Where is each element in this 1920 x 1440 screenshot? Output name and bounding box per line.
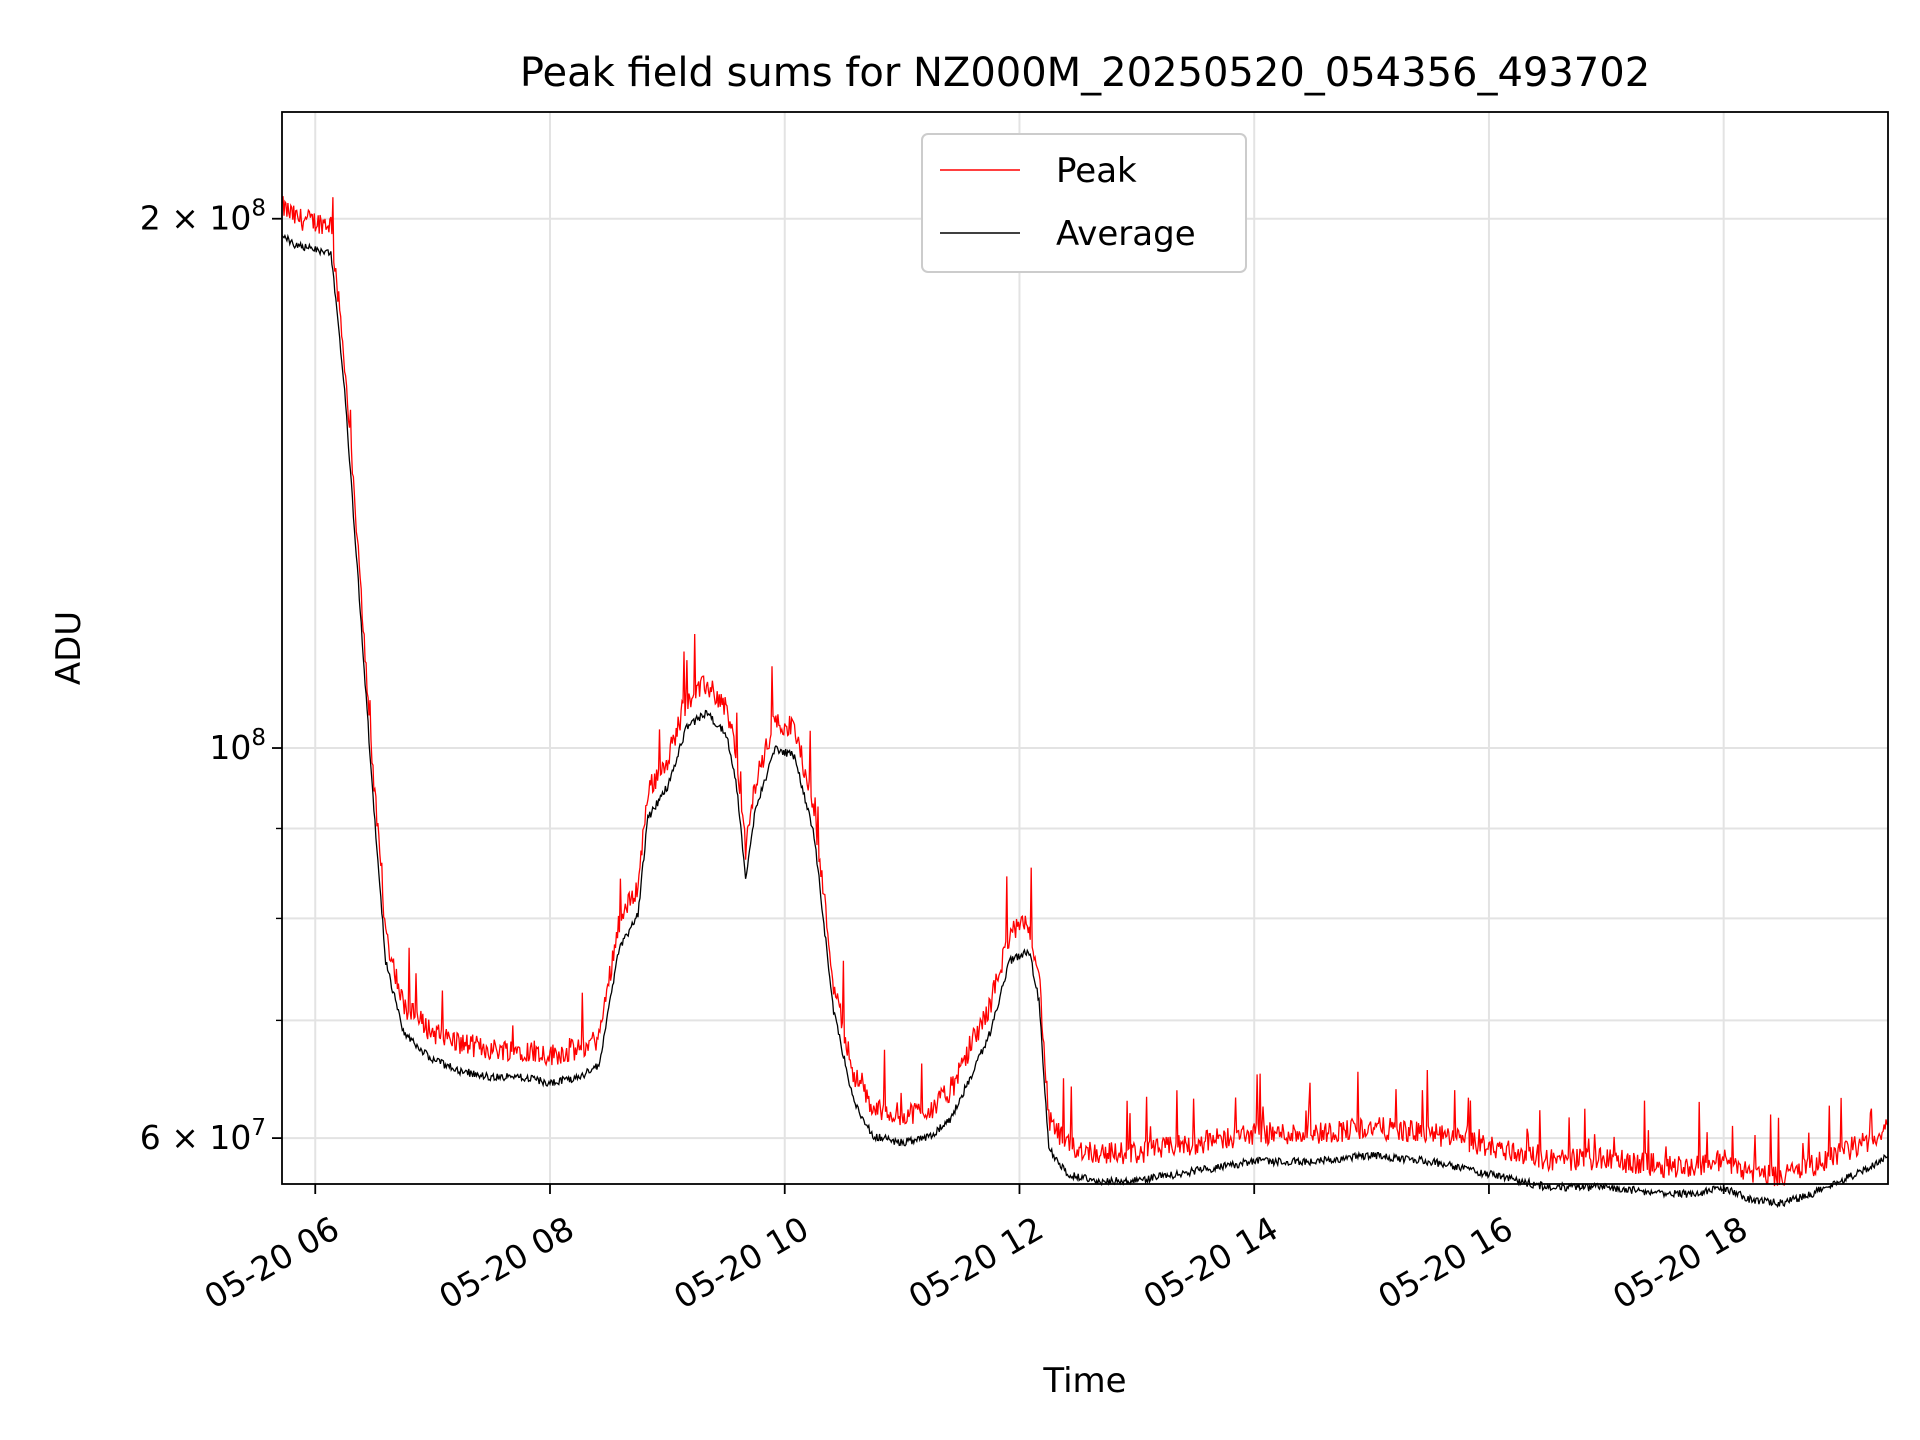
chart-title: Peak field sums for NZ000M_20250520_0543… — [520, 50, 1650, 96]
y-tick-label: 6 × 107 — [140, 1115, 266, 1157]
y-tick-label: 2 × 108 — [140, 196, 266, 238]
axes-frame — [281, 111, 1889, 1185]
legend-box — [921, 133, 1247, 273]
series-line-average — [281, 233, 1889, 1209]
y-tick-label: 108 — [209, 725, 266, 767]
legend: Peak Average — [921, 133, 1247, 273]
grid — [282, 112, 1888, 1184]
y-axis-ticks: 2 × 108 108 6 × 107 — [140, 196, 282, 1157]
legend-label: Average — [1056, 214, 1196, 254]
plot-lines — [281, 196, 1889, 1209]
series-line-peak — [281, 196, 1889, 1187]
y-axis-label: ADU — [49, 611, 89, 685]
x-axis-label: Time — [1042, 1361, 1126, 1401]
legend-label: Peak — [1056, 151, 1137, 191]
